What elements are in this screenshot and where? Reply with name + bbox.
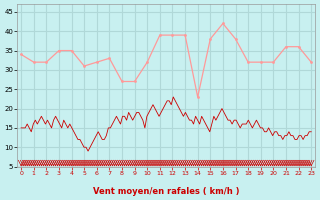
X-axis label: Vent moyen/en rafales ( km/h ): Vent moyen/en rafales ( km/h ) bbox=[93, 187, 239, 196]
